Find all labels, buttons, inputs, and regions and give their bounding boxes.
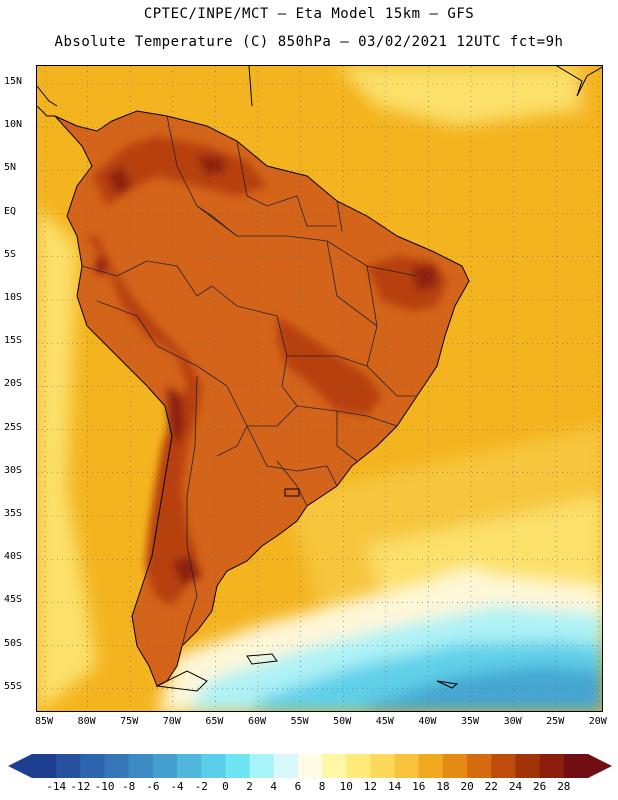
lon-label: 70W (162, 716, 181, 727)
colorbar-label: 16 (412, 780, 426, 793)
lat-label: 45S (4, 594, 23, 606)
colorbar-swatch (442, 754, 468, 778)
colorbar-swatch (491, 754, 516, 778)
lat-label: 10N (4, 119, 23, 131)
colorbar-label: 28 (557, 780, 571, 793)
map-frame (36, 65, 603, 712)
coastline (54, 110, 470, 687)
colorbar-swatch (104, 754, 130, 778)
colorbar-label: 0 (222, 780, 229, 793)
colorbar-swatch (370, 754, 396, 778)
colorbar-label: 12 (363, 780, 378, 793)
colorbar-right-arrow (588, 754, 612, 778)
colorbar-label: -12 (70, 780, 91, 793)
lon-label: 60W (247, 716, 267, 727)
colorbar-swatch (152, 754, 178, 778)
lat-label: 15S (4, 335, 23, 347)
colorbar-label: -4 (170, 780, 184, 793)
colorbar-swatch (128, 754, 154, 778)
colorbar-label: 18 (436, 780, 450, 793)
colorbar-label: -2 (194, 780, 208, 793)
colorbar-swatch (467, 754, 492, 778)
colorbar-label: -8 (122, 780, 136, 793)
colorbar-label: -14 (46, 780, 67, 793)
country-borders (81, 115, 418, 647)
colorbar-label: 2 (246, 780, 253, 793)
colorbar-label: 8 (318, 780, 326, 793)
colorbar-label: -10 (94, 780, 115, 793)
colorbar-left-arrow (8, 754, 32, 778)
lat-label: 55S (4, 680, 23, 692)
lon-label: 65W (205, 716, 224, 727)
colorbar-swatch (515, 754, 541, 778)
colorbar-swatch (249, 754, 275, 778)
lat-label: 15N (4, 76, 23, 87)
lat-label: 10S (4, 292, 23, 303)
colorbar-label: 6 (294, 780, 302, 793)
lat-label: 50S (4, 637, 23, 649)
lat-label: 20S (4, 378, 23, 390)
colorbar-label: 4 (270, 780, 278, 793)
colorbar-swatch (201, 754, 226, 778)
lat-label: EQ (4, 205, 17, 217)
chart-title-line2: Absolute Temperature (C) 850hPa – 03/02/… (54, 34, 564, 50)
lon-label: 85W (34, 716, 54, 727)
cold-air-mass (157, 566, 602, 711)
lon-label: 35W (460, 716, 480, 727)
lon-label: 25W (546, 716, 565, 727)
colorbar (8, 754, 612, 778)
lon-label: 80W (77, 716, 96, 727)
colorbar-label: 20 (460, 780, 474, 793)
colorbar-swatch (539, 754, 565, 778)
central-america-coast (37, 85, 58, 117)
lat-label: 5N (4, 162, 17, 174)
lat-label: 25S (4, 421, 23, 433)
lon-label: 30W (503, 716, 522, 727)
colorbar-label: 14 (387, 780, 402, 793)
colorbar-swatch (418, 754, 444, 778)
lat-label: 30S (4, 464, 23, 476)
lat-label: 35S (4, 508, 23, 519)
lon-label: 55W (290, 716, 309, 727)
colorbar-swatch (346, 754, 371, 778)
colorbar-swatch (225, 754, 251, 778)
lon-label: 45W (375, 716, 394, 727)
lon-label: 40W (418, 716, 437, 727)
colorbar-swatch (177, 754, 202, 778)
lat-label: 40S (4, 551, 23, 563)
lat-label: 5S (4, 248, 17, 260)
colorbar-swatch (32, 754, 57, 778)
colorbar-label: 24 (508, 780, 523, 793)
colorbar-swatch (563, 754, 589, 778)
lon-label: 75W (120, 716, 139, 727)
colorbar-label: 26 (533, 780, 547, 793)
colorbar-label: 10 (339, 780, 353, 793)
lon-label: 20W (588, 716, 607, 727)
colorbar-swatch (322, 754, 347, 778)
colorbar-swatch (56, 754, 81, 778)
colorbar-swatch (394, 754, 420, 778)
colorbar-swatch (297, 754, 323, 778)
colorbar-label: 22 (484, 780, 498, 793)
colorbar-swatches (32, 754, 589, 778)
colorbar-swatch (80, 754, 106, 778)
chart-title-line1: CPTEC/INPE/MCT – Eta Model 15km – GFS (143, 6, 475, 22)
colorbar-label: -6 (146, 780, 160, 793)
colorbar-swatch (273, 754, 299, 778)
islands (155, 66, 602, 692)
temperature-map (37, 66, 602, 711)
lon-label: 50W (333, 716, 352, 727)
